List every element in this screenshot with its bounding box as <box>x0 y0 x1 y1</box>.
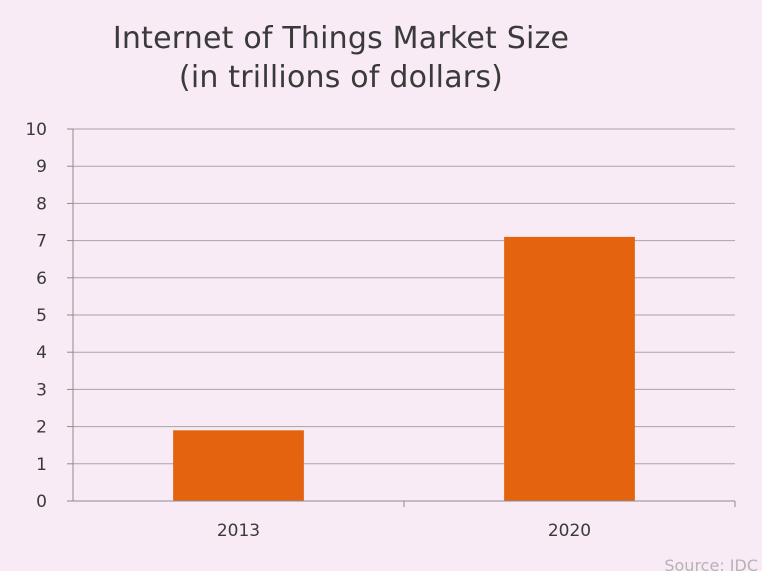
y-tick-label-8: 8 <box>36 194 47 214</box>
y-tick-label-9: 9 <box>36 157 47 177</box>
axes <box>67 128 736 507</box>
chart-title: Internet of Things Market Size <box>112 21 570 56</box>
y-tick-label-0: 0 <box>36 492 47 512</box>
y-tick-labels: 0 1 2 3 4 5 6 7 8 9 10 <box>25 120 47 512</box>
y-tick-label-2: 2 <box>36 418 47 438</box>
x-tick-labels: 2013 2020 <box>217 521 591 541</box>
y-tick-label-6: 6 <box>36 269 47 289</box>
bars <box>173 236 635 501</box>
x-tick-label-2013: 2013 <box>217 521 260 541</box>
bar-2013 <box>173 430 304 501</box>
y-tick-label-10: 10 <box>25 120 47 140</box>
source-note: Source: IDC <box>664 556 758 571</box>
y-tick-label-5: 5 <box>36 306 47 326</box>
y-tick-label-1: 1 <box>36 455 47 475</box>
chart-subtitle: (in trillions of dollars) <box>178 60 504 95</box>
y-tick-label-3: 3 <box>36 380 47 400</box>
y-tick-label-4: 4 <box>36 343 47 363</box>
x-tick-label-2020: 2020 <box>548 521 591 541</box>
bar-2020 <box>504 236 635 501</box>
y-tick-label-7: 7 <box>36 232 47 252</box>
gridlines <box>73 128 735 465</box>
